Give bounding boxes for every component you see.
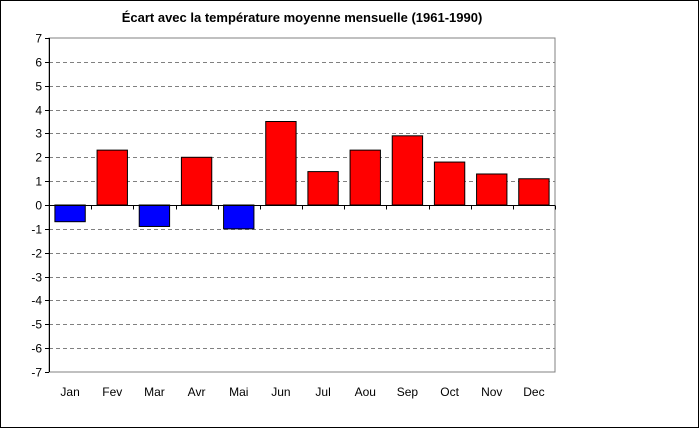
y-tick-label: 1 — [35, 175, 42, 189]
bar-dec — [518, 178, 550, 206]
x-tick-label: Jan — [60, 385, 79, 399]
x-tick-label: Mar — [144, 385, 165, 399]
chart-title: Écart avec la température moyenne mensue… — [121, 10, 483, 25]
y-tick-label: -3 — [31, 271, 42, 285]
y-tick-labels: 7 6 5 4 3 2 1 0 -1 -2 -3 -4 -5 -6 -7 — [31, 32, 42, 380]
bar-aou — [349, 149, 381, 206]
y-tick-label: -2 — [31, 247, 42, 261]
x-tick-label: Aou — [355, 385, 376, 399]
bar-jun — [265, 121, 297, 206]
x-tick-label: Fev — [102, 385, 122, 399]
y-tick-label: -5 — [31, 318, 42, 332]
bar-nov — [476, 173, 508, 206]
bar-oct — [433, 161, 466, 206]
y-tick-label: -6 — [31, 342, 42, 356]
bar-mar — [138, 204, 171, 227]
x-tick-label: Jun — [271, 385, 290, 399]
x-tick-label: Dec — [523, 385, 544, 399]
bar-avr — [180, 156, 213, 206]
x-tick-labels: Jan Fev Mar Avr Mai Jun Jul Aou Sep Oct Nov Dec — [60, 385, 544, 399]
y-tick-label: 5 — [35, 80, 42, 94]
x-tick-label: Oct — [440, 385, 459, 399]
y-tick-label: 3 — [35, 127, 42, 141]
x-tick-label: Avr — [188, 385, 206, 399]
bar-sep — [391, 135, 424, 206]
bar-jan — [54, 204, 86, 223]
x-tick-label: Sep — [397, 385, 419, 399]
bar-jul — [307, 171, 339, 206]
bar-fev — [96, 149, 128, 206]
y-tick-label: -7 — [31, 366, 42, 380]
gridlines — [49, 62, 555, 349]
y-tick-label: -4 — [31, 294, 42, 308]
y-tick-label: 7 — [35, 32, 42, 46]
bars — [54, 121, 550, 230]
x-tick-label: Jul — [315, 385, 330, 399]
x-tick-label: Nov — [481, 385, 502, 399]
y-tick-label: 0 — [35, 199, 42, 213]
y-tick-label: 2 — [35, 151, 42, 165]
axes — [45, 37, 556, 373]
bar-mai — [223, 204, 255, 230]
y-tick-label: -1 — [31, 223, 42, 237]
y-tick-label: 6 — [35, 56, 42, 70]
x-tick-label: Mai — [229, 385, 248, 399]
y-tick-label: 4 — [35, 104, 42, 118]
